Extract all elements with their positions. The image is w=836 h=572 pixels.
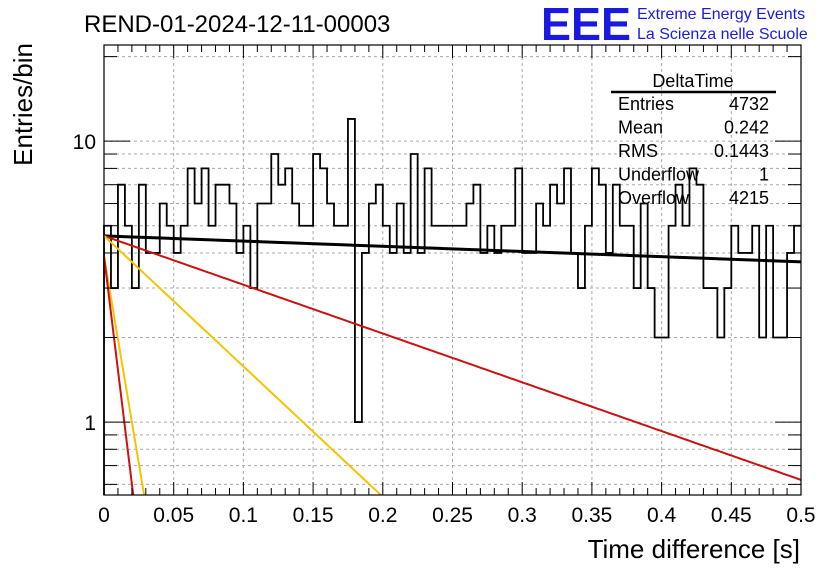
stats-row-label: Mean xyxy=(618,118,663,138)
stats-row-value: 0.1443 xyxy=(714,141,769,161)
stats-box: DeltaTime Entries 4732 Mean 0.242 RMS 0.1443 U… xyxy=(611,71,776,208)
stats-row-value: 4732 xyxy=(729,94,769,114)
fit-curve xyxy=(104,234,801,264)
histogram-bars xyxy=(103,118,801,495)
eee-logo: EEE Extreme Energy Events La Scienza nel… xyxy=(541,0,808,50)
y-axis-label: Entries/bin xyxy=(8,43,38,166)
axis-ticks xyxy=(103,45,802,495)
x-tick-label: 0.25 xyxy=(432,504,473,527)
run-title: REND-01-2024-12-11-00003 xyxy=(84,11,390,38)
stats-row-label: Underflow xyxy=(618,165,700,185)
stats-row-label: Overflow xyxy=(618,188,690,208)
fit-curve xyxy=(104,255,135,495)
x-tick-label: 0.4 xyxy=(647,504,677,527)
x-tick-label: 0.15 xyxy=(293,504,334,527)
y-tick-labels: 1 10 xyxy=(73,131,96,435)
x-tick-label: 0.2 xyxy=(368,504,397,527)
x-tick-label: 0.3 xyxy=(508,504,537,527)
stats-row-value: 4215 xyxy=(729,188,769,208)
eee-logo-letters: EEE xyxy=(541,0,631,50)
stats-row-value: 0.242 xyxy=(724,118,769,138)
eee-logo-line1: Extreme Energy Events xyxy=(637,6,805,23)
fit-curve xyxy=(104,235,383,495)
y-tick-label: 10 xyxy=(73,131,96,154)
stats-row-label: RMS xyxy=(618,141,658,161)
fit-curve xyxy=(104,234,801,481)
fit-curves xyxy=(104,234,801,495)
x-tick-label: 0.05 xyxy=(153,504,194,527)
x-tick-label: 0 xyxy=(98,504,110,527)
x-tick-label: 0.1 xyxy=(229,504,258,527)
eee-logo-line2: La Scienza nelle Scuole xyxy=(637,26,808,43)
x-axis-label: Time difference [s] xyxy=(588,534,800,564)
stats-row-label: Entries xyxy=(618,94,674,114)
x-tick-label: 0.35 xyxy=(571,504,612,527)
stats-row-value: 1 xyxy=(759,165,769,185)
stats-title: DeltaTime xyxy=(652,71,733,91)
x-tick-label: 0.5 xyxy=(786,504,815,527)
fit-curve xyxy=(104,255,146,495)
x-tick-label: 0.45 xyxy=(711,504,752,527)
x-tick-labels: 0 0.05 0.1 0.15 0.2 0.25 0.3 0.35 0.4 0.45 0.5 xyxy=(98,504,815,527)
y-tick-label: 1 xyxy=(84,412,96,435)
